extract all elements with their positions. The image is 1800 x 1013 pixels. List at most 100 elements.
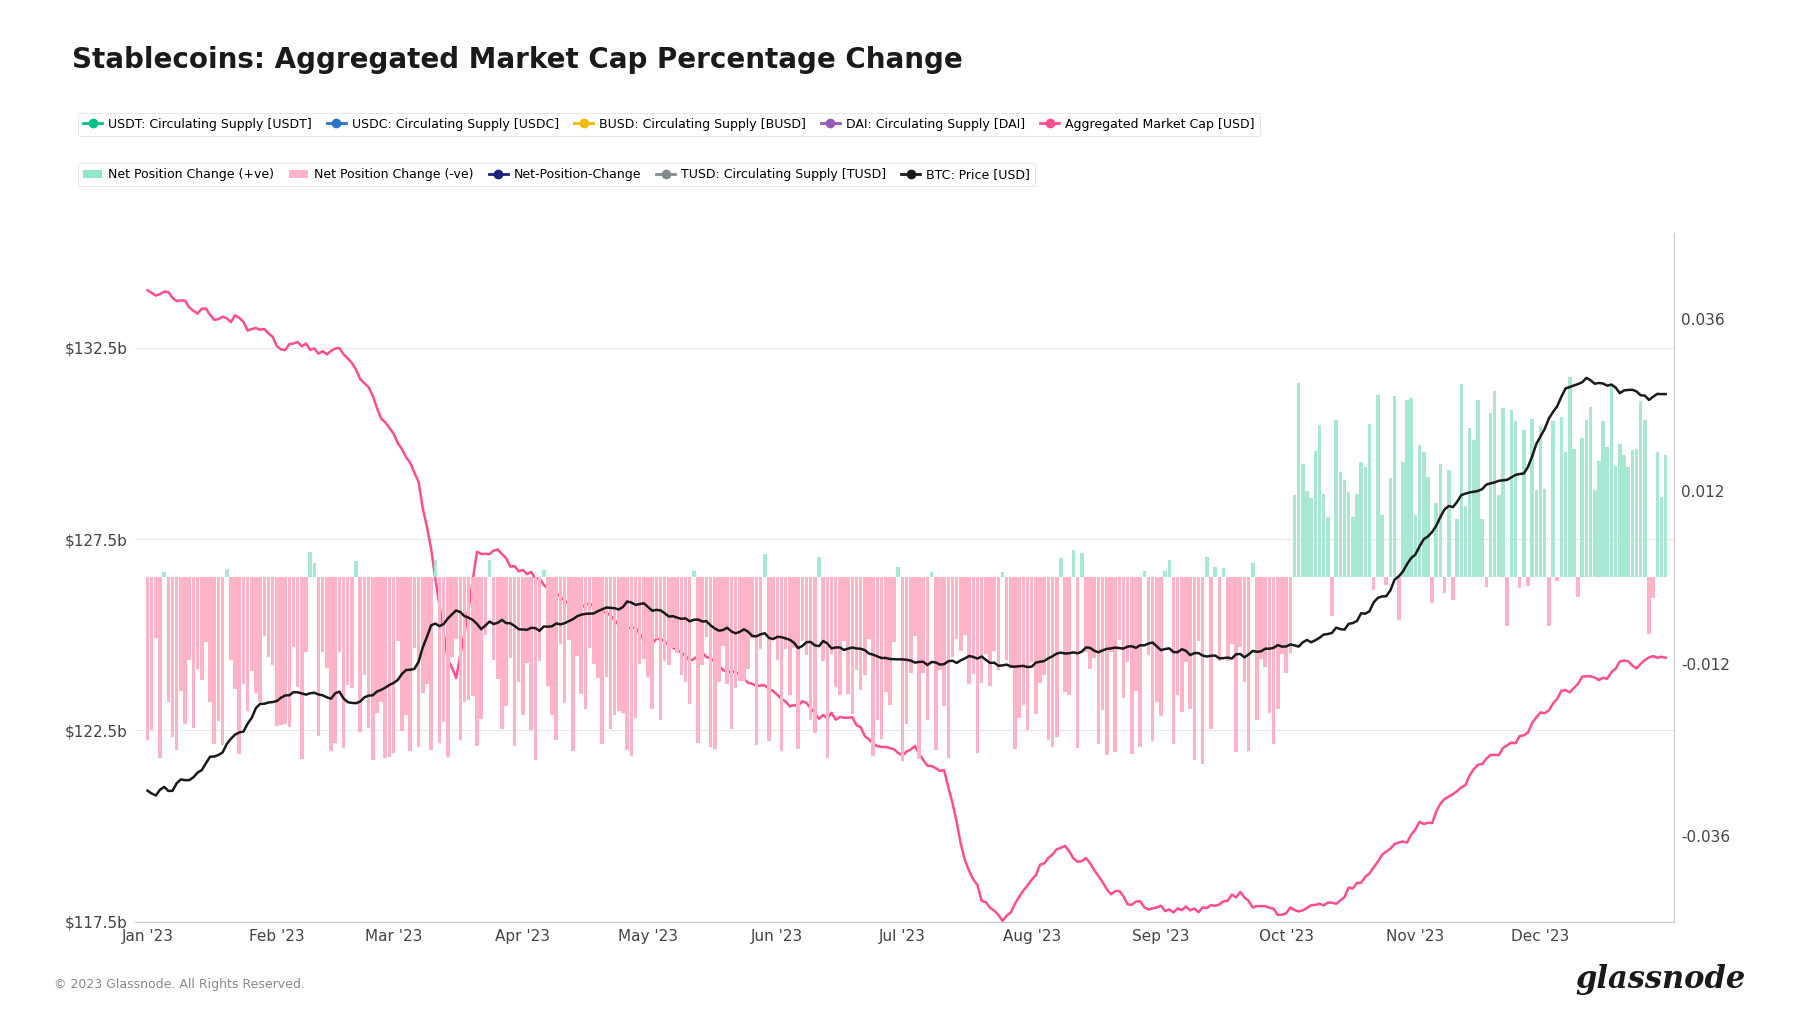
Bar: [1472, 441, 1476, 577]
Bar: [859, 577, 862, 690]
Bar: [1451, 577, 1454, 601]
Bar: [842, 577, 846, 641]
Bar: [880, 577, 884, 739]
Bar: [1235, 577, 1238, 753]
Bar: [247, 577, 250, 711]
Bar: [884, 577, 887, 692]
Bar: [1476, 400, 1480, 577]
Bar: [1226, 577, 1229, 661]
Bar: [275, 577, 279, 726]
Bar: [338, 577, 342, 652]
Bar: [887, 577, 891, 705]
Bar: [738, 577, 742, 682]
Bar: [1510, 409, 1514, 577]
Bar: [1030, 577, 1033, 663]
Bar: [826, 577, 830, 759]
Bar: [1393, 395, 1397, 577]
Bar: [668, 577, 671, 665]
Bar: [509, 577, 513, 658]
Bar: [868, 577, 871, 639]
Bar: [317, 577, 320, 735]
Bar: [1352, 518, 1355, 577]
Bar: [234, 577, 238, 689]
Bar: [1039, 577, 1042, 684]
Bar: [1042, 577, 1046, 676]
Bar: [320, 577, 324, 652]
Bar: [308, 552, 311, 577]
Bar: [792, 577, 796, 647]
Bar: [608, 577, 612, 729]
Bar: [1660, 496, 1663, 577]
Bar: [1514, 421, 1517, 577]
Bar: [491, 577, 495, 660]
Bar: [538, 577, 542, 660]
Bar: [1530, 419, 1534, 577]
Bar: [722, 577, 725, 646]
Bar: [171, 577, 175, 736]
Bar: [1489, 412, 1492, 577]
Bar: [1017, 577, 1021, 717]
Bar: [851, 577, 855, 714]
Bar: [1523, 431, 1526, 577]
Bar: [839, 577, 842, 695]
Bar: [1267, 577, 1271, 713]
Bar: [637, 577, 641, 664]
Bar: [472, 577, 475, 696]
Bar: [434, 559, 437, 577]
Bar: [1388, 478, 1391, 577]
Bar: [504, 577, 508, 706]
Bar: [1206, 557, 1208, 577]
Bar: [1309, 498, 1312, 577]
Bar: [763, 554, 767, 577]
Bar: [1175, 577, 1179, 696]
Bar: [943, 577, 945, 706]
Bar: [754, 577, 758, 746]
Bar: [1618, 444, 1622, 577]
Bar: [263, 577, 266, 636]
Bar: [992, 577, 995, 651]
Bar: [1260, 577, 1264, 658]
Bar: [167, 577, 171, 702]
Bar: [954, 577, 958, 639]
Bar: [1543, 489, 1546, 577]
Bar: [175, 577, 178, 750]
Bar: [463, 577, 466, 702]
Bar: [1355, 494, 1359, 577]
Bar: [567, 577, 571, 640]
Bar: [972, 577, 976, 675]
Bar: [1022, 577, 1026, 705]
Bar: [409, 577, 412, 751]
Bar: [662, 577, 666, 660]
Bar: [1138, 577, 1141, 748]
Bar: [589, 577, 592, 648]
Bar: [855, 577, 859, 670]
Bar: [1602, 420, 1606, 577]
Bar: [526, 577, 529, 664]
Bar: [1631, 450, 1634, 577]
Bar: [238, 577, 241, 754]
Bar: [896, 566, 900, 577]
Bar: [479, 577, 482, 719]
Bar: [1318, 424, 1321, 577]
Bar: [684, 577, 688, 682]
Bar: [1485, 577, 1489, 588]
Bar: [1159, 577, 1163, 716]
Bar: [864, 577, 866, 676]
Bar: [1384, 577, 1388, 585]
Bar: [1364, 467, 1368, 577]
Bar: [329, 577, 333, 752]
Bar: [967, 577, 970, 684]
Bar: [646, 577, 650, 678]
Bar: [430, 577, 432, 751]
Bar: [542, 569, 545, 577]
Bar: [697, 577, 700, 743]
Bar: [1071, 550, 1075, 577]
Bar: [342, 577, 346, 748]
Bar: [742, 577, 745, 681]
Bar: [259, 577, 261, 702]
Bar: [1255, 577, 1258, 720]
Bar: [760, 577, 763, 649]
Bar: [1276, 577, 1280, 709]
Bar: [1150, 577, 1154, 741]
Bar: [184, 577, 187, 723]
